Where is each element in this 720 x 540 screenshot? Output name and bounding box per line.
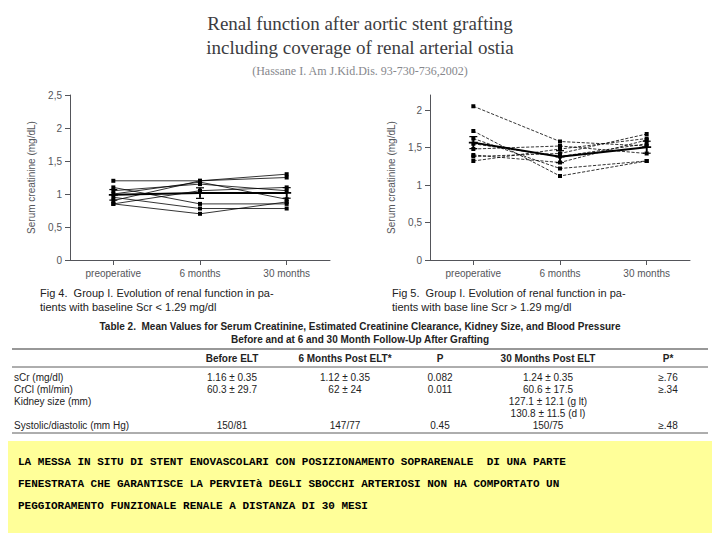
svg-text:0.011: 0.011	[428, 384, 453, 395]
svg-text:≥.48: ≥.48	[658, 420, 678, 431]
svg-text:Systolic/diastolic (mm Hg): Systolic/diastolic (mm Hg)	[14, 420, 129, 431]
svg-text:130.8 ± 11.5 (d l): 130.8 ± 11.5 (d l)	[511, 408, 586, 419]
svg-text:1: 1	[416, 180, 422, 191]
svg-text:P*: P*	[663, 353, 674, 364]
svg-text:1: 1	[56, 189, 62, 200]
svg-text:60.6 ± 17.5: 60.6 ± 17.5	[523, 384, 573, 395]
svg-text:150/81: 150/81	[217, 420, 248, 431]
svg-text:Before and at 6 and 30 Month F: Before and at 6 and 30 Month Follow-Up A…	[231, 334, 489, 345]
svg-text:6 Months Post ELT*: 6 Months Post ELT*	[298, 353, 391, 364]
svg-text:6 months: 6 months	[539, 268, 580, 279]
svg-text:30 months: 30 months	[623, 268, 670, 279]
svg-text:P: P	[437, 353, 444, 364]
svg-text:62 ± 24: 62 ± 24	[328, 384, 362, 395]
svg-text:≥.34: ≥.34	[658, 384, 678, 395]
svg-text:sCr (mg/dl): sCr (mg/dl)	[14, 372, 63, 383]
svg-text:Fig 4. Group I. Evolution of: Fig 4. Group I. Evolution of renal funct…	[40, 287, 274, 299]
svg-text:0.45: 0.45	[430, 420, 450, 431]
svg-text:1,5: 1,5	[408, 142, 422, 153]
svg-text:60.3 ± 29.7: 60.3 ± 29.7	[207, 384, 257, 395]
svg-text:30 months: 30 months	[263, 268, 310, 279]
svg-text:2,5: 2,5	[48, 90, 62, 101]
svg-text:2: 2	[416, 105, 422, 116]
svg-text:(Hassane I. Am J.Kid.Dis. 93-7: (Hassane I. Am J.Kid.Dis. 93-730-736,200…	[252, 64, 468, 78]
svg-text:CrCl (ml/min): CrCl (ml/min)	[14, 384, 73, 395]
svg-text:1.24 ± 0.35: 1.24 ± 0.35	[523, 372, 573, 383]
svg-text:127.1 ± 12.1 (g lt): 127.1 ± 12.1 (g lt)	[509, 396, 587, 407]
svg-text:Renal function after aortic st: Renal function after aortic stent grafti…	[207, 13, 513, 34]
svg-text:preoperative: preoperative	[86, 268, 142, 279]
svg-text:Table 2. Mean Values for Seru: Table 2. Mean Values for Serum Creatinin…	[99, 321, 621, 332]
svg-text:147/77: 147/77	[330, 420, 361, 431]
svg-text:30 Months Post ELT: 30 Months Post ELT	[501, 353, 596, 364]
svg-text:1,5: 1,5	[48, 156, 62, 167]
svg-text:2: 2	[56, 123, 62, 134]
svg-text:1.16 ± 0.35: 1.16 ± 0.35	[207, 372, 257, 383]
svg-text:Serum creatinine (mg/dL): Serum creatinine (mg/dL)	[386, 121, 397, 234]
svg-text:Fig 5. Group I. Evolution of: Fig 5. Group I. Evolution of renal funct…	[392, 287, 626, 299]
svg-text:0,5: 0,5	[48, 222, 62, 233]
svg-text:≥.76: ≥.76	[658, 372, 678, 383]
svg-text:0,5: 0,5	[408, 217, 422, 228]
svg-text:Before ELT: Before ELT	[206, 353, 259, 364]
svg-text:PEGGIORAMENTO FUNZIONALE RENAL: PEGGIORAMENTO FUNZIONALE RENALE A DISTAN…	[18, 500, 368, 512]
svg-text:1.12 ± 0.35: 1.12 ± 0.35	[320, 372, 370, 383]
svg-text:0: 0	[56, 255, 62, 266]
svg-text:0: 0	[416, 255, 422, 266]
svg-text:150/75: 150/75	[533, 420, 564, 431]
svg-text:Serum creatinine (mg/dL): Serum creatinine (mg/dL)	[26, 121, 37, 234]
svg-text:FENESTRATA CHE GARANTISCE LA P: FENESTRATA CHE GARANTISCE LA PERVIETà DE…	[18, 478, 559, 490]
svg-text:Kidney size (mm): Kidney size (mm)	[14, 396, 91, 407]
svg-text:tients with baseline Scr < 1.2: tients with baseline Scr < 1.29 mg/dl	[40, 301, 216, 313]
svg-text:LA MESSA IN SITU DI STENT ENOV: LA MESSA IN SITU DI STENT ENOVASCOLARI C…	[18, 456, 566, 468]
svg-text:0.082: 0.082	[427, 372, 452, 383]
svg-text:6 months: 6 months	[179, 268, 220, 279]
svg-text:tients with base line Scr > 1.: tients with base line Scr > 1.29 mg/dl	[392, 301, 571, 313]
svg-text:preoperative: preoperative	[446, 268, 502, 279]
svg-text:including coverage of renal ar: including coverage of renal arterial ost…	[206, 37, 514, 58]
